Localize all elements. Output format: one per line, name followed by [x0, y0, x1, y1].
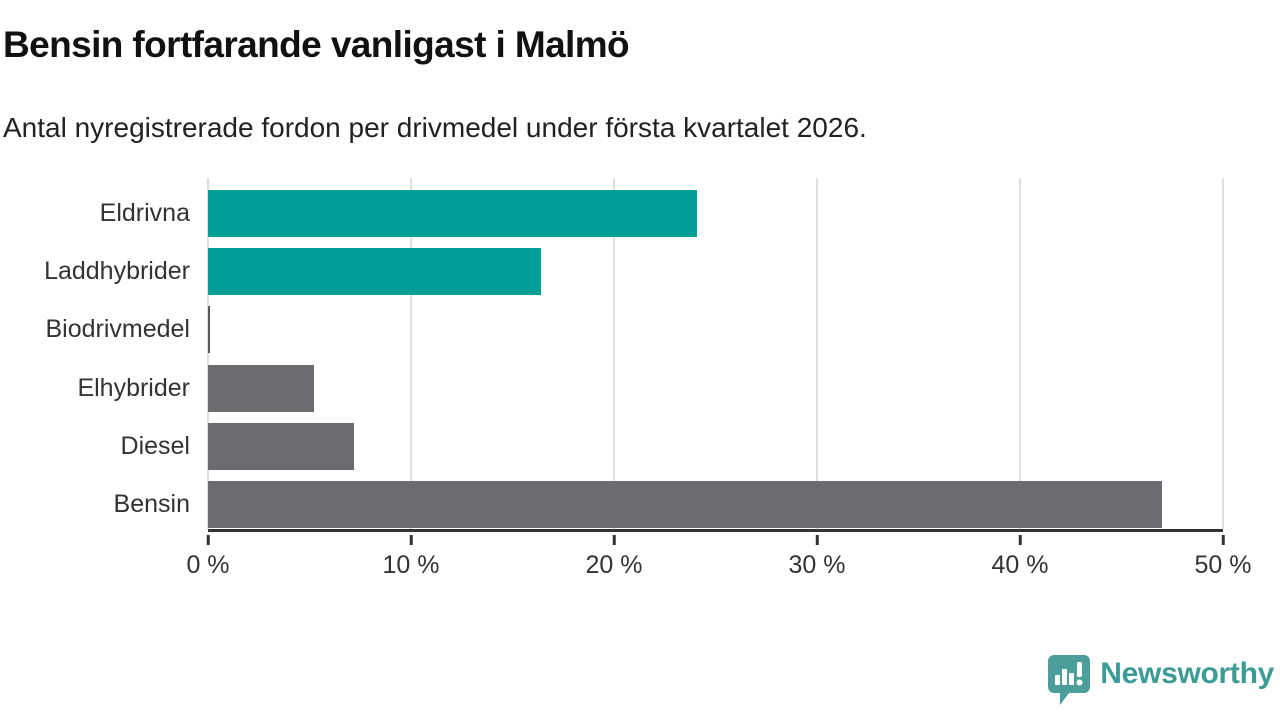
newsworthy-logo-text: Newsworthy — [1100, 657, 1274, 690]
x-tick-0 — [206, 535, 210, 545]
gridline-50 — [1222, 178, 1224, 529]
category-label-eldrivna: Eldrivna — [99, 199, 190, 227]
newsworthy-logo: Newsworthy — [1047, 654, 1274, 706]
x-tick-40 — [1018, 535, 1022, 545]
x-tick-label-0: 0 % — [186, 551, 230, 579]
gridline-0 — [207, 178, 209, 529]
gridline-10 — [410, 178, 412, 529]
bar-diesel — [208, 422, 355, 470]
gridline-40 — [1019, 178, 1021, 529]
x-tick-50 — [1221, 535, 1225, 545]
bar-eldrivna — [208, 190, 698, 237]
chart-subtitle: Antal nyregistrerade fordon per drivmede… — [3, 112, 867, 143]
x-tick-label-40: 40 % — [991, 551, 1049, 579]
category-axis: Eldrivna Laddhybrider Biodrivmedel Elhybrid… — [0, 178, 190, 532]
x-axis: 0 % 10 % 20 % 30 % 40 % 50 % — [186, 535, 1251, 595]
gridline-30 — [816, 178, 818, 529]
x-tick-label-10: 10 % — [382, 551, 440, 579]
category-label-bensin: Bensin — [113, 490, 190, 518]
x-tick-label-30: 30 % — [788, 551, 846, 579]
category-label-laddhybrider: Laddhybrider — [44, 257, 190, 286]
bar-bensin — [208, 481, 1163, 528]
bar-chart: Eldrivna Laddhybrider Biodrivmedel Elhybrid… — [0, 178, 1251, 598]
newsworthy-bubble-chart-icon — [1048, 655, 1091, 705]
x-tick-10 — [409, 535, 413, 545]
category-label-diesel: Diesel — [120, 431, 190, 460]
category-label-biodrivmedel: Biodrivmedel — [45, 315, 190, 344]
chart-title: Bensin fortfarande vanligast i Malmö — [3, 24, 630, 65]
category-label-elhybrider: Elhybrider — [77, 373, 190, 402]
gridline-20 — [613, 178, 615, 529]
bar-elhybrider — [208, 364, 314, 412]
x-tick-label-50: 50 % — [1194, 551, 1252, 579]
plot-area — [207, 178, 1224, 532]
bar-laddhybrider — [208, 248, 541, 296]
x-tick-20 — [612, 535, 616, 545]
x-tick-label-20: 20 % — [585, 551, 643, 579]
x-tick-30 — [815, 535, 819, 545]
bar-biodrivmedel — [208, 306, 211, 354]
